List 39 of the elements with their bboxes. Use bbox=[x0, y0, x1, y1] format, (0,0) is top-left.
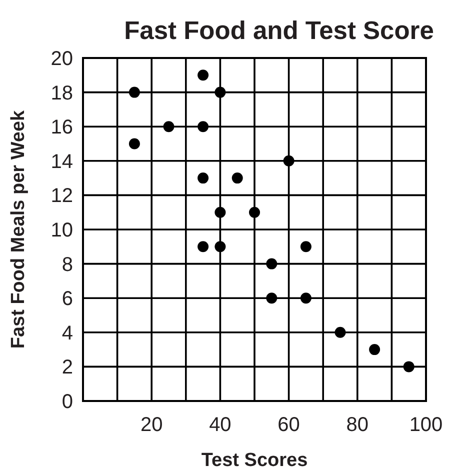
point bbox=[283, 155, 294, 166]
y-tick-label: 16 bbox=[50, 116, 73, 139]
point bbox=[214, 241, 226, 252]
y-tick-label: 6 bbox=[62, 288, 73, 310]
point bbox=[300, 241, 312, 252]
point bbox=[214, 86, 226, 98]
point bbox=[266, 258, 278, 270]
y-tick-label: 14 bbox=[50, 150, 73, 173]
point bbox=[334, 326, 346, 338]
y-tick-label: 10 bbox=[50, 220, 73, 242]
x-tick-label: 80 bbox=[346, 414, 369, 436]
x-tick-label: 60 bbox=[278, 414, 300, 436]
y-tick-label: 20 bbox=[50, 48, 73, 70]
point bbox=[128, 138, 140, 150]
point bbox=[403, 361, 414, 372]
x-axis-title: Test Scores bbox=[201, 450, 308, 471]
point bbox=[300, 292, 312, 304]
x-tick-label: 100 bbox=[409, 414, 443, 436]
y-tick-label: 4 bbox=[62, 322, 73, 344]
y-tick-label: 18 bbox=[50, 82, 73, 104]
point bbox=[128, 86, 140, 98]
point bbox=[369, 344, 380, 356]
y-axis-title: Fast Food Meals per Week bbox=[8, 110, 29, 349]
point bbox=[163, 121, 174, 132]
point bbox=[198, 241, 209, 252]
point bbox=[249, 206, 260, 218]
point bbox=[198, 70, 209, 81]
point bbox=[232, 172, 243, 184]
point bbox=[198, 121, 209, 132]
y-tick-label: 2 bbox=[62, 356, 73, 379]
x-tick-label: 20 bbox=[140, 414, 163, 436]
point bbox=[266, 292, 278, 304]
y-tick-label: 0 bbox=[62, 391, 73, 413]
y-tick-label: 8 bbox=[62, 254, 73, 276]
x-tick-label: 40 bbox=[209, 414, 232, 436]
y-tick-label: 12 bbox=[50, 185, 73, 208]
point bbox=[198, 172, 209, 184]
point bbox=[214, 206, 226, 218]
chart-title: Fast Food and Test Score bbox=[124, 17, 434, 45]
